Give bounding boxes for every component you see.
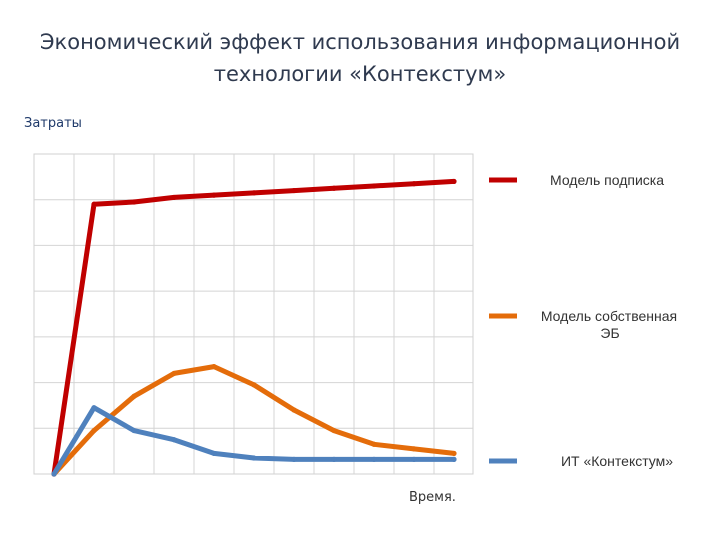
series-3-point [291,456,297,462]
series-1-point [411,181,417,187]
series-1-point [371,183,377,189]
series-2-point [171,370,177,377]
series-1-point [171,194,177,201]
series-3-point [131,427,137,434]
series-1-point [291,187,297,194]
series-3-point [91,405,97,411]
series-3-point [451,456,457,462]
series-2-point [331,427,337,434]
chart-title: Экономический эффект использования инфор… [0,26,720,90]
series-1-point [91,201,97,207]
x-axis-label: Время. [409,490,456,505]
series-2-point [371,441,377,447]
chart-title-line-1: Экономический эффект использования инфор… [39,30,681,54]
series-3-point [251,455,257,461]
series-1-point [131,199,137,205]
series-2-point [451,450,457,457]
legend-label-3: ИТ «Контекстум» [561,453,673,469]
series-1-point [451,178,457,185]
chart-title-line-2: технологии «Контекстум» [213,62,507,86]
series-2-point [211,363,217,370]
series-2-point [91,427,97,434]
series-2-point [291,407,297,413]
series-1-point [251,190,257,196]
series-1-point [211,192,217,198]
legend-label-1: Модель подписка [550,172,664,188]
series-1-point [331,185,337,191]
series-3-point [411,456,417,462]
series-3-point [51,471,57,477]
series-2-point [411,446,417,452]
series-3-point [331,456,337,462]
series-3-point [371,456,377,462]
series-3-point [171,437,177,443]
series-2-point [251,382,257,388]
legend-label-2: Модель собственная [541,308,677,324]
y-axis-label: Затраты [24,116,82,131]
series-3-point [211,450,217,457]
series-2-point [131,393,137,399]
legend-label-2: ЭБ [600,325,619,341]
